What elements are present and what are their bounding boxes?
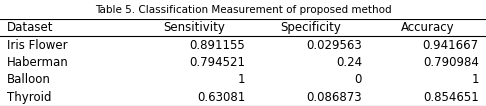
Text: Table 5. Classification Measurement of proposed method: Table 5. Classification Measurement of p… <box>95 5 391 15</box>
Text: 0.086873: 0.086873 <box>307 91 362 104</box>
Text: 0.941667: 0.941667 <box>423 39 479 52</box>
Text: 0.24: 0.24 <box>336 56 362 69</box>
Text: 1: 1 <box>471 73 479 86</box>
Text: 0.854651: 0.854651 <box>423 91 479 104</box>
Text: 0.891155: 0.891155 <box>190 39 245 52</box>
Text: Balloon: Balloon <box>7 73 51 86</box>
Text: Thyroid: Thyroid <box>7 91 52 104</box>
Text: Iris Flower: Iris Flower <box>7 39 68 52</box>
Text: 0.790984: 0.790984 <box>423 56 479 69</box>
Text: Sensitivity: Sensitivity <box>163 21 226 34</box>
Text: 0: 0 <box>355 73 362 86</box>
Text: 1: 1 <box>238 73 245 86</box>
Text: 0.029563: 0.029563 <box>306 39 362 52</box>
Text: 0.63081: 0.63081 <box>197 91 245 104</box>
Text: Haberman: Haberman <box>7 56 69 69</box>
Text: Accuracy: Accuracy <box>401 21 454 34</box>
Text: Dataset: Dataset <box>7 21 54 34</box>
Text: 0.794521: 0.794521 <box>190 56 245 69</box>
Text: Specificity: Specificity <box>280 21 342 34</box>
